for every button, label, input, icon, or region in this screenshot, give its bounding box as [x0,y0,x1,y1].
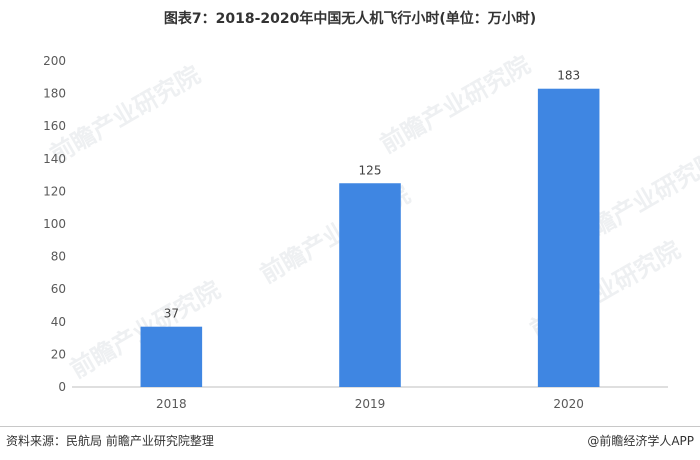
bar-2018 [140,326,203,387]
y-tick-label: 120 [43,184,66,198]
y-tick-label: 40 [51,315,66,329]
chart-title: 图表7：2018-2020年中国无人机飞行小时(单位：万小时) [163,11,537,27]
y-tick-label: 0 [58,380,66,394]
y-tick-label: 160 [43,119,66,133]
source-note: 资料来源：民航局 前瞻产业研究院整理 [6,434,214,448]
footer: 资料来源：民航局 前瞻产业研究院整理 @前瞻经济学人APP [0,426,700,460]
y-tick-label: 140 [43,152,66,166]
y-tick-label: 20 [51,347,66,361]
data-label-2018: 37 [164,307,179,321]
y-tick-label: 60 [51,282,66,296]
y-tick-label: 100 [43,217,66,231]
y-tick-label: 80 [51,250,66,264]
bar-2020 [537,88,600,388]
x-tick-label: 2020 [553,397,584,411]
y-tick-label: 200 [43,54,66,68]
x-axis: 2018 2019 2020 [156,397,584,411]
data-label-2020: 183 [557,69,580,83]
y-tick-label: 180 [43,87,66,101]
x-tick-label: 2019 [355,397,386,411]
bars: 37 125 183 [140,69,600,388]
bar-chart: 0 20 40 60 80 100 120 140 160 180 200 37 125 183 201… [43,54,668,411]
credit: @前瞻经济学人APP [587,434,694,448]
x-tick-label: 2018 [156,397,187,411]
data-label-2019: 125 [359,163,382,177]
y-axis: 0 20 40 60 80 100 120 140 160 180 200 [43,54,66,394]
bar-2019 [339,183,401,387]
